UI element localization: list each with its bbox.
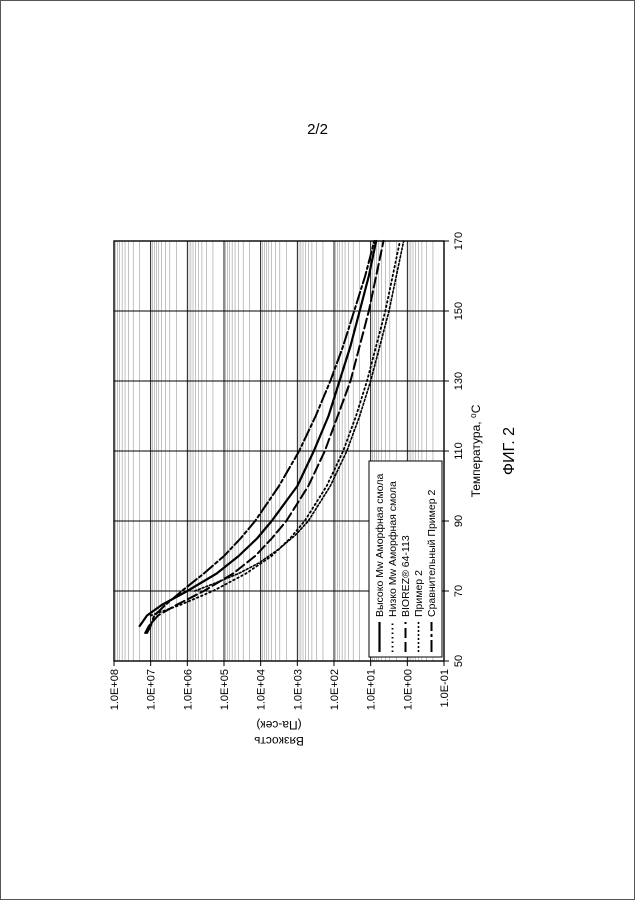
page-number: 2/2 bbox=[1, 121, 634, 138]
svg-text:1.0E+04: 1.0E+04 bbox=[256, 669, 268, 710]
svg-text:Сравнительный Пример 2: Сравнительный Пример 2 bbox=[426, 490, 438, 617]
chart-container: 1.0E-01 1.0E+00 1.0E+01 1.0E+02 1.0E+03 1.0E+… bbox=[99, 191, 539, 751]
svg-text:1.0E+08: 1.0E+08 bbox=[109, 669, 121, 710]
svg-text:150: 150 bbox=[453, 302, 465, 320]
svg-text:ФИГ. 2: ФИГ. 2 bbox=[501, 427, 518, 475]
svg-text:50: 50 bbox=[453, 655, 465, 667]
svg-text:Вязкость: Вязкость bbox=[254, 734, 304, 748]
svg-text:BIOREZ® 64-113: BIOREZ® 64-113 bbox=[400, 535, 412, 617]
svg-text:1.0E+03: 1.0E+03 bbox=[292, 669, 304, 710]
svg-text:Температура, ⁰С: Температура, ⁰С bbox=[469, 404, 483, 497]
svg-text:1.0E+06: 1.0E+06 bbox=[182, 669, 194, 710]
svg-text:(Па-сек): (Па-сек) bbox=[256, 718, 301, 732]
svg-text:1.0E+01: 1.0E+01 bbox=[366, 669, 378, 710]
svg-text:130: 130 bbox=[453, 372, 465, 390]
svg-text:Низко Mw Аморфная смола: Низко Mw Аморфная смола bbox=[387, 481, 399, 617]
svg-text:1.0E+02: 1.0E+02 bbox=[329, 669, 341, 710]
viscosity-chart: 1.0E-01 1.0E+00 1.0E+01 1.0E+02 1.0E+03 1.0E+… bbox=[99, 191, 539, 751]
svg-text:1.0E+00: 1.0E+00 bbox=[402, 669, 414, 710]
svg-text:Высоко Mw Аморфная смола: Высоко Mw Аморфная смола bbox=[374, 474, 386, 617]
svg-text:1.0E-01: 1.0E-01 bbox=[439, 669, 451, 708]
svg-text:110: 110 bbox=[453, 442, 465, 460]
svg-text:Пример 2: Пример 2 bbox=[413, 570, 425, 617]
svg-text:90: 90 bbox=[453, 515, 465, 527]
svg-text:70: 70 bbox=[453, 585, 465, 597]
page: 2/2 1.0E-011.0E+001.0E+011.0E+021.0E+031… bbox=[0, 0, 635, 900]
svg-text:170: 170 bbox=[453, 232, 465, 250]
svg-text:1.0E+05: 1.0E+05 bbox=[219, 669, 231, 710]
svg-text:1.0E+07: 1.0E+07 bbox=[146, 669, 158, 710]
